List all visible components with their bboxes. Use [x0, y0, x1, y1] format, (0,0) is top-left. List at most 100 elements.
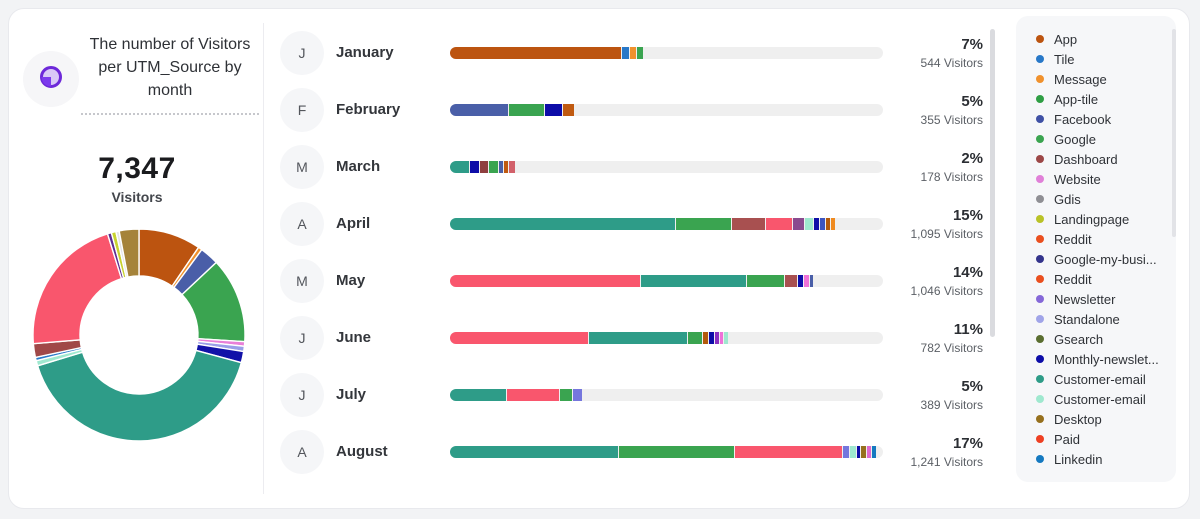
legend-item-label: Gdis	[1054, 191, 1081, 207]
bar-segment[interactable]	[784, 274, 798, 287]
bar-segment[interactable]	[709, 331, 714, 344]
legend-item[interactable]: Standalone	[1036, 309, 1176, 329]
donut-chart	[32, 228, 246, 442]
legend-item[interactable]: Desktop	[1036, 409, 1176, 429]
bar-segment[interactable]	[507, 388, 560, 401]
legend-item[interactable]: Reddit	[1036, 229, 1176, 249]
legend-item[interactable]: App-tile	[1036, 89, 1176, 109]
legend-item-label: Facebook	[1054, 111, 1112, 127]
legend-item-label: Desktop	[1054, 411, 1102, 427]
bar-segment[interactable]	[714, 331, 720, 344]
bar-segment[interactable]	[629, 46, 636, 59]
bar-segment[interactable]	[450, 103, 509, 116]
month-row: J January 7% 544 Visitors	[264, 24, 991, 81]
bar-segment[interactable]	[798, 274, 803, 287]
bar-segment[interactable]	[619, 445, 735, 458]
legend-item[interactable]: Google-my-busi...	[1036, 249, 1176, 269]
bar-segment[interactable]	[703, 331, 709, 344]
bar-segment[interactable]	[732, 217, 766, 230]
bar-segment[interactable]	[489, 160, 498, 173]
legend-item[interactable]: Website	[1036, 169, 1176, 189]
legend-item[interactable]: Paid	[1036, 429, 1176, 449]
bar-segment[interactable]	[450, 46, 622, 59]
bar-segment[interactable]	[450, 331, 588, 344]
percent-value: 5%	[961, 92, 983, 110]
bar-segment[interactable]	[450, 160, 469, 173]
bar-segment[interactable]	[450, 445, 618, 458]
legend-item[interactable]: Dashboard	[1036, 149, 1176, 169]
legend-item-label: Paid	[1054, 431, 1081, 447]
donut-slice[interactable]	[32, 232, 123, 345]
bar-segment[interactable]	[793, 217, 804, 230]
bar-segment[interactable]	[842, 445, 849, 458]
bar-segment[interactable]	[871, 445, 877, 458]
bar-segment[interactable]	[803, 274, 809, 287]
legend-dot-icon	[1036, 135, 1044, 143]
bar-segment[interactable]	[637, 46, 644, 59]
bar-segment[interactable]	[563, 103, 575, 116]
donut-slice[interactable]	[36, 349, 243, 442]
month-avatar: J	[280, 372, 324, 417]
legend-item[interactable]: Facebook	[1036, 109, 1176, 129]
bar-segment[interactable]	[825, 217, 830, 230]
bar-segment[interactable]	[450, 388, 507, 401]
bar-segment[interactable]	[820, 217, 825, 230]
bar-segment[interactable]	[588, 331, 687, 344]
month-row: J July 5% 389 Visitors	[264, 366, 991, 423]
visitors-value: 782 Visitors	[920, 340, 983, 355]
legend-item[interactable]: Monthly-newslet...	[1036, 349, 1176, 369]
widget-title: The number of Visitors per UTM_Source by…	[81, 33, 259, 115]
bar-segment[interactable]	[450, 274, 640, 287]
bar-segment[interactable]	[830, 217, 836, 230]
legend-item[interactable]: Landingpage	[1036, 209, 1176, 229]
bar-segment[interactable]	[498, 160, 503, 173]
bar-segment[interactable]	[509, 160, 516, 173]
bar-segment[interactable]	[720, 331, 724, 344]
legend-dot-icon	[1036, 95, 1044, 103]
legend-item[interactable]: Customer-email	[1036, 389, 1176, 409]
legend-item[interactable]: Customer-email	[1036, 369, 1176, 389]
legend-dot-icon	[1036, 295, 1044, 303]
bar-segment[interactable]	[735, 445, 842, 458]
bar-segment[interactable]	[450, 217, 676, 230]
bar-segment[interactable]	[866, 445, 871, 458]
legend-item[interactable]: Gsearch	[1036, 329, 1176, 349]
bar-segment[interactable]	[480, 160, 489, 173]
percent-value: 7%	[961, 35, 983, 53]
bar-segment[interactable]	[503, 160, 509, 173]
bar-segment[interactable]	[804, 217, 814, 230]
bar-segment[interactable]	[469, 160, 480, 173]
legend-item[interactable]: Tile	[1036, 49, 1176, 69]
bar-segment[interactable]	[849, 445, 856, 458]
bar-segment[interactable]	[809, 274, 814, 287]
bar-track	[450, 274, 883, 287]
bar-segment[interactable]	[545, 103, 563, 116]
bar-segment[interactable]	[640, 274, 747, 287]
donut-slice[interactable]	[118, 228, 140, 278]
rows-scrollbar[interactable]	[990, 29, 995, 337]
bar-segment[interactable]	[766, 217, 793, 230]
bar-segment[interactable]	[676, 217, 732, 230]
bar-segment[interactable]	[572, 388, 583, 401]
bar-segment[interactable]	[509, 103, 545, 116]
bar-segment[interactable]	[861, 445, 866, 458]
row-values: 5% 355 Visitors	[883, 93, 991, 127]
bar-segment[interactable]	[724, 331, 729, 344]
bar-segment[interactable]	[687, 331, 703, 344]
month-label: June	[336, 329, 372, 346]
legend-scrollbar[interactable]	[1172, 29, 1176, 237]
legend-item[interactable]: Gdis	[1036, 189, 1176, 209]
legend-item[interactable]: Newsletter	[1036, 289, 1176, 309]
bar-segment[interactable]	[856, 445, 861, 458]
legend-item[interactable]: Google	[1036, 129, 1176, 149]
bar-segment[interactable]	[747, 274, 784, 287]
visitors-value: 1,241 Visitors	[910, 454, 984, 469]
legend-item[interactable]: Reddit	[1036, 269, 1176, 289]
legend-item[interactable]: Message	[1036, 69, 1176, 89]
legend-item[interactable]: App	[1036, 29, 1176, 49]
bar-segment[interactable]	[560, 388, 572, 401]
legend-item[interactable]: Linkedin	[1036, 449, 1176, 469]
bar-segment[interactable]	[622, 46, 629, 59]
bar-segment[interactable]	[814, 217, 820, 230]
legend-item-label: App	[1054, 31, 1078, 47]
